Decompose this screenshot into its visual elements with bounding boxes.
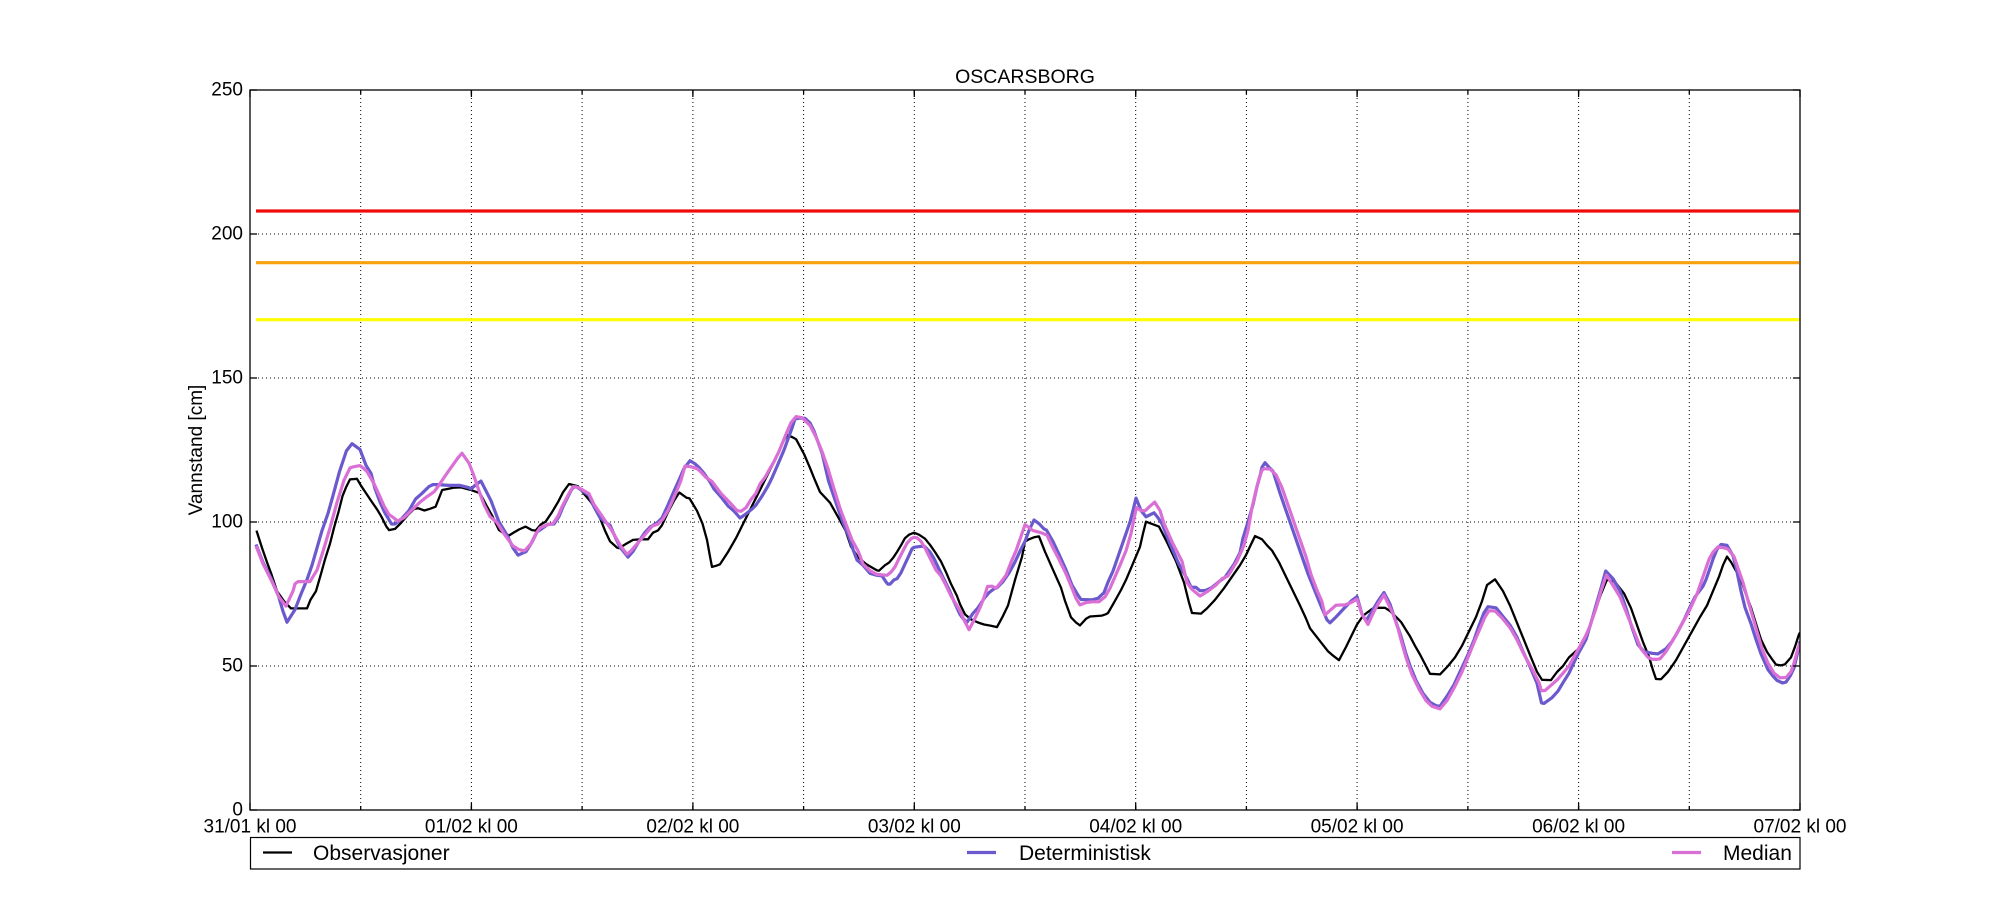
svg-text:Deterministisk: Deterministisk bbox=[1019, 842, 1151, 865]
svg-text:06/02 kl 00: 06/02 kl 00 bbox=[1532, 817, 1625, 838]
svg-text:04/02 kl 00: 04/02 kl 00 bbox=[1089, 817, 1182, 838]
svg-text:31/01 kl 00: 31/01 kl 00 bbox=[204, 817, 297, 838]
svg-text:Observasjoner: Observasjoner bbox=[313, 842, 450, 865]
svg-text:50: 50 bbox=[222, 656, 243, 677]
svg-text:OSCARSBORG: OSCARSBORG bbox=[955, 66, 1095, 88]
svg-text:01/02 kl 00: 01/02 kl 00 bbox=[425, 817, 518, 838]
svg-text:100: 100 bbox=[211, 512, 243, 533]
svg-text:03/02 kl 00: 03/02 kl 00 bbox=[868, 817, 961, 838]
svg-text:200: 200 bbox=[211, 224, 243, 245]
svg-text:Median: Median bbox=[1723, 842, 1792, 865]
svg-text:0: 0 bbox=[232, 800, 243, 821]
svg-text:07/02 kl 00: 07/02 kl 00 bbox=[1754, 817, 1847, 838]
svg-text:02/02 kl 00: 02/02 kl 00 bbox=[646, 817, 739, 838]
svg-text:Vannstand [cm]: Vannstand [cm] bbox=[186, 385, 207, 516]
svg-text:250: 250 bbox=[211, 80, 243, 101]
svg-text:150: 150 bbox=[211, 368, 243, 389]
svg-text:05/02 kl 00: 05/02 kl 00 bbox=[1311, 817, 1404, 838]
